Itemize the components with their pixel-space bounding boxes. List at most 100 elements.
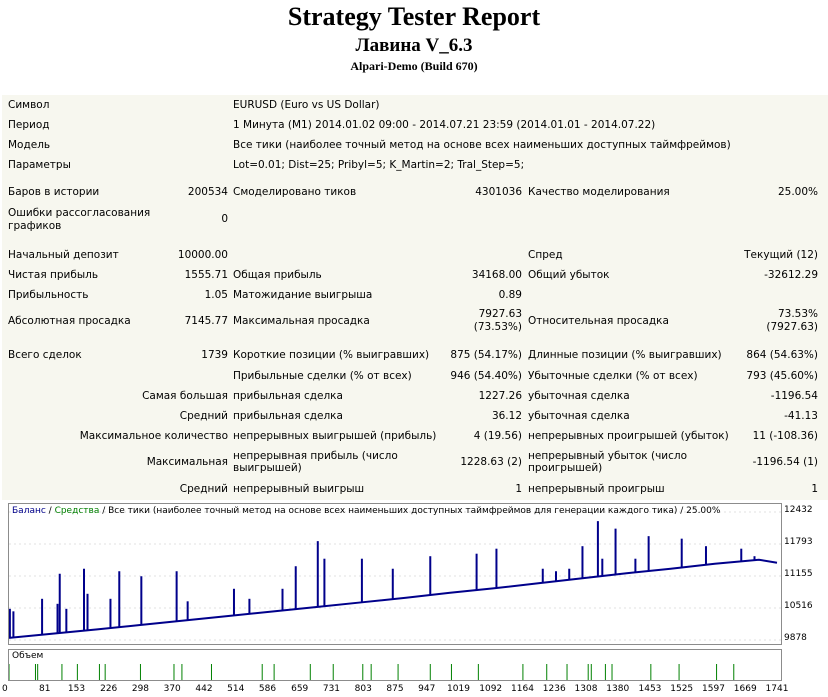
balance-chart-plot: [9, 511, 781, 641]
rel-drawdown-label: Относительная просадка: [528, 315, 669, 327]
x-tick-label: 1164: [511, 684, 534, 694]
quality-value: 25.00%: [777, 186, 818, 198]
maximal-loss-label-2: проигрышей): [528, 462, 603, 474]
gross-loss-label: Общий убыток: [528, 269, 610, 281]
report-subtitle: Лавина V_6.3: [355, 35, 473, 56]
average-profit-value: 36.12: [491, 410, 522, 422]
y-tick-label: 9878: [784, 633, 807, 643]
abs-drawdown-label: Абсолютная просадка: [8, 315, 131, 327]
x-tick-label: 370: [163, 684, 181, 694]
rel-drawdown-amount: (7927.63): [766, 321, 818, 333]
average-loss-label: убыточная сделка: [528, 410, 630, 422]
max-consec-wins-value: 4 (19.56): [473, 430, 522, 442]
volume-chart-plot: [9, 664, 735, 680]
legend-balance: Баланс: [12, 506, 46, 516]
quality-label: Качество моделирования: [528, 186, 670, 198]
x-tick-label: 803: [354, 684, 372, 694]
x-tick-label: 514: [227, 684, 245, 694]
params-value: Lot=0.01; Dist=25; Pribyl=5; K_Martin=2;…: [233, 159, 525, 171]
loss-trades-label: Убыточные сделки (% от всех): [528, 370, 698, 382]
avg-consec-wins-value: 1: [515, 483, 522, 495]
deposit-value: 10000.00: [177, 249, 228, 261]
model-value: Все тики (наиболее точный метод на основ…: [233, 139, 731, 151]
max-drawdown-label: Максимальная просадка: [233, 315, 370, 327]
maximal-loss-value: -1196.54 (1): [752, 456, 818, 468]
spread-label: Спред: [528, 249, 563, 261]
payoff-value: 0.89: [498, 289, 522, 301]
avg-consec-losses-label: непрерывный проигрыш: [528, 483, 665, 495]
largest-label: Самая большая: [142, 390, 228, 402]
average-label: Средний: [179, 410, 228, 422]
ticks-label: Смоделировано тиков: [233, 186, 357, 198]
bars-value: 200534: [187, 186, 228, 198]
deposit-label: Начальный депозит: [8, 249, 119, 261]
y-tick-label: 12432: [784, 505, 813, 515]
average-profit-label: прибыльная сделка: [233, 410, 343, 422]
max-drawdown-value: 7927.63: [478, 308, 522, 320]
payoff-label: Матожидание выигрыша: [233, 289, 373, 301]
maximal-loss-label: непрерывный убыток (число: [528, 450, 688, 462]
x-tick-label: 731: [322, 684, 341, 694]
x-tick-label: 1380: [606, 684, 630, 694]
x-tick-label: 1741: [765, 684, 789, 694]
ticks-value: 4301036: [475, 186, 522, 198]
profit-trades-label: Прибыльные сделки (% от всех): [233, 370, 412, 382]
average-loss-value: -41.13: [784, 410, 818, 422]
symbol-label: Символ: [8, 99, 50, 111]
max-consec-losses-label: непрерывных проигрышей (убыток): [528, 430, 729, 442]
short-positions-label: Короткие позиции (% выигравших): [233, 349, 430, 361]
errors-label: Ошибки рассогласования: [8, 207, 151, 219]
spread-value: Текущий (12): [744, 249, 818, 261]
report-table: Символ EURUSD (Euro vs US Dollar) Период…: [2, 95, 828, 500]
x-tick-label: 1525: [670, 684, 694, 694]
volume-label: Объем: [12, 651, 44, 661]
max-consec-losses-value: 11 (-108.36): [752, 430, 818, 442]
x-tick-label: 1236: [542, 684, 566, 694]
server-name: Alpari-Demo (Build 670): [350, 59, 478, 73]
x-tick-label: 947: [418, 684, 436, 694]
abs-drawdown-value: 7145.77: [184, 315, 228, 327]
params-label: Параметры: [8, 159, 71, 171]
legend-equity: Средства: [54, 506, 100, 516]
x-tick-label: 1597: [702, 684, 725, 694]
x-tick-label: 298: [131, 684, 150, 694]
max-count-label: Максимальное количество: [79, 430, 228, 442]
errors-value: 0: [221, 213, 228, 225]
x-tick-label: 226: [100, 684, 118, 694]
max-consec-wins-label: непрерывных выигрышей (прибыль): [233, 430, 437, 442]
largest-loss-label: убыточная сделка: [528, 390, 630, 402]
total-trades-label: Всего сделок: [8, 349, 82, 361]
period-label: Период: [8, 119, 50, 131]
balance-chart: Баланс / Средства / Все тики (наиболее т…: [8, 503, 782, 645]
avg-consec-label: Средний: [179, 483, 228, 495]
legend-sep-2: /: [99, 506, 109, 516]
volume-chart: Объем: [8, 649, 782, 681]
legend-sep-1: /: [45, 506, 55, 516]
x-tick-label: 1019: [447, 684, 470, 694]
profit-trades-value: 946 (54.40%): [450, 370, 522, 382]
total-trades-value: 1739: [201, 349, 228, 361]
avg-consec-wins-label: непрерывный выигрыш: [233, 483, 365, 495]
x-tick-label: 659: [291, 684, 309, 694]
report-title: Strategy Tester Report: [287, 2, 541, 31]
x-tick-label: 0: [2, 684, 8, 694]
chart-legend: Баланс / Средства / Все тики (наиболее т…: [12, 506, 720, 516]
avg-consec-losses-value: 1: [811, 483, 818, 495]
symbol-value: EURUSD (Euro vs US Dollar): [233, 99, 380, 111]
rel-drawdown-value: 73.53%: [777, 308, 818, 320]
bars-label: Баров в истории: [8, 186, 100, 198]
x-tick-label: 586: [258, 684, 277, 694]
largest-loss-value: -1196.54: [770, 390, 818, 402]
max-drawdown-percent: (73.53%): [473, 321, 522, 333]
x-tick-label: 81: [38, 684, 51, 694]
loss-trades-value: 793 (45.60%): [746, 370, 818, 382]
long-positions-label: Длинные позиции (% выигравших): [528, 349, 722, 361]
largest-profit-value: 1227.26: [478, 390, 522, 402]
x-tick-label: 1453: [638, 684, 662, 694]
y-tick-label: 11155: [784, 569, 813, 579]
y-tick-label: 10516: [784, 601, 813, 612]
balance-line: [9, 558, 778, 639]
x-tick-label: 153: [67, 684, 86, 694]
gross-profit-value: 34168.00: [471, 269, 522, 281]
profit-factor-label: Прибыльность: [8, 289, 89, 301]
